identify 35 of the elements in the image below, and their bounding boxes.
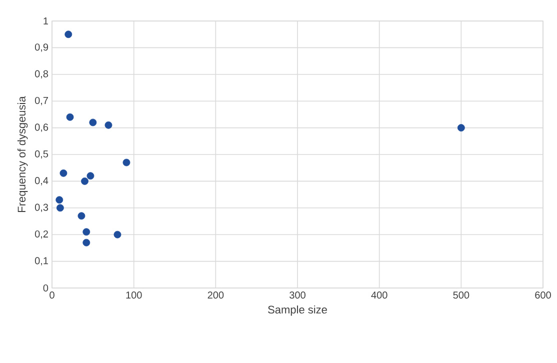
point <box>457 124 465 132</box>
x-tick-label: 300 <box>290 292 306 299</box>
point <box>114 230 122 238</box>
y-tick-label: 0,8 <box>34 70 48 79</box>
point <box>122 158 130 166</box>
x-tick-label: 400 <box>371 292 388 299</box>
y-tick-label: 0,9 <box>34 44 48 52</box>
point <box>78 212 86 220</box>
x-tick-label: 600 <box>535 292 551 299</box>
y-tick-label: 0,7 <box>34 96 48 106</box>
point <box>66 113 74 121</box>
point <box>89 118 97 126</box>
point <box>56 196 64 204</box>
point <box>64 30 72 38</box>
y-tick-label: 0,3 <box>34 204 48 212</box>
y-tick-label: 0 <box>43 284 48 292</box>
x-tick-label: 200 <box>208 292 224 299</box>
y-tick-label: 0,6 <box>34 124 48 132</box>
y-axis-title: Frequency of dysgeusia <box>17 96 28 212</box>
y-tick-label: 0,4 <box>34 177 48 186</box>
x-tick-label: 100 <box>126 292 142 299</box>
point <box>60 169 68 177</box>
x-axis-title: Sample size <box>268 305 327 316</box>
y-tick-label: 0,5 <box>34 150 48 159</box>
y-tick-label: 0,2 <box>34 230 48 239</box>
x-tick-label: 500 <box>453 292 470 299</box>
point <box>104 121 112 129</box>
point <box>82 238 90 246</box>
point <box>81 177 88 185</box>
y-tick-label: 0,1 <box>34 257 48 266</box>
point <box>56 204 64 212</box>
point <box>82 228 90 236</box>
point <box>86 172 94 180</box>
x-tick-label: 0 <box>50 292 54 299</box>
y-tick-label: 1 <box>44 18 48 24</box>
